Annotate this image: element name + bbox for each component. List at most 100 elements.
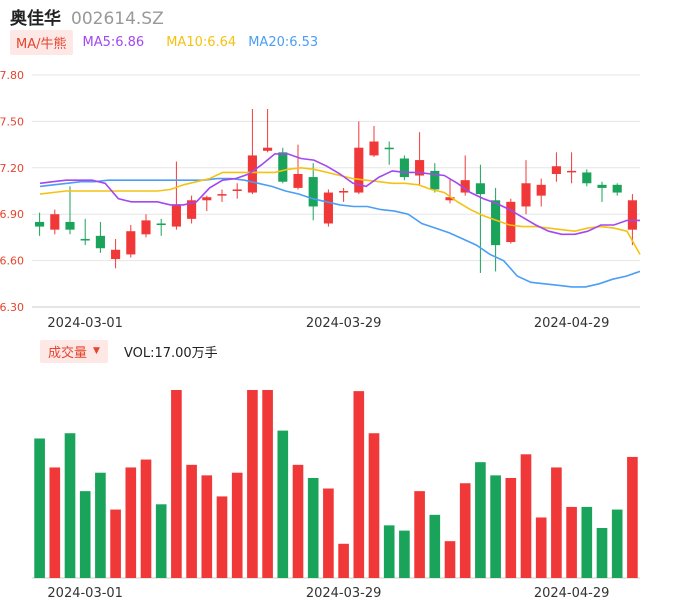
- stock-name: 奥佳华: [10, 9, 61, 29]
- volume-toggle-button[interactable]: 成交量 ▼: [40, 339, 108, 363]
- candle-body: [187, 200, 197, 219]
- y-tick-label: 7.80: [0, 69, 24, 82]
- x-tick-label: 2024-03-29: [306, 586, 382, 601]
- candle-body: [141, 220, 151, 235]
- volume-bar: [95, 472, 106, 578]
- candle-body: [354, 147, 364, 193]
- candle-body: [156, 223, 166, 226]
- candle-body: [80, 238, 90, 241]
- volume-bar: [505, 477, 517, 578]
- candle-body: [521, 183, 531, 207]
- volume-bar: [611, 509, 623, 578]
- volume-bar: [231, 472, 243, 578]
- volume-bar: [429, 514, 441, 578]
- x-tick-label: 2024-03-29: [306, 316, 382, 331]
- volume-bar: [79, 491, 91, 578]
- volume-bar: [627, 456, 638, 578]
- candle-body: [65, 221, 75, 230]
- candle-body: [399, 158, 409, 178]
- candle-body: [50, 214, 60, 230]
- stock-header: 奥佳华 002614.SZ: [10, 4, 164, 29]
- candle-body: [491, 200, 501, 246]
- candle-body: [308, 177, 318, 207]
- volume-bar: [277, 430, 289, 578]
- caret-down-icon: ▼: [93, 346, 100, 356]
- candle-body: [111, 249, 121, 260]
- x-tick-label: 2024-03-01: [47, 586, 123, 601]
- x-tick-label: 2024-03-01: [47, 316, 123, 331]
- candle-body: [95, 235, 105, 249]
- candle-body: [247, 155, 257, 193]
- candle-body: [263, 147, 273, 151]
- candle-body: [567, 170, 577, 173]
- candle-body: [384, 147, 394, 150]
- volume-bar: [535, 517, 547, 578]
- volume-toggle-label: 成交量: [48, 345, 88, 361]
- candle-body: [582, 172, 592, 184]
- candle-body: [293, 173, 303, 188]
- candle-body: [323, 192, 333, 224]
- x-tick-label: 2024-04-29: [534, 586, 610, 601]
- candle-body: [217, 194, 227, 196]
- volume-bar: [596, 527, 608, 578]
- ma10-value: MA10:6.64: [166, 34, 237, 50]
- candle-body: [202, 197, 212, 201]
- volume-bar: [155, 504, 167, 578]
- volume-bar: [140, 459, 152, 578]
- candle-body: [445, 197, 455, 201]
- candle-body: [597, 184, 607, 188]
- volume-bar: [34, 438, 45, 578]
- candle-body: [627, 200, 637, 230]
- ma-toggle-button[interactable]: MA/牛熊: [10, 29, 73, 55]
- candle-body: [339, 191, 349, 193]
- volume-bar: [292, 464, 304, 578]
- candle-body: [536, 184, 546, 196]
- candle-body: [126, 231, 136, 255]
- volume-bar: [262, 390, 273, 578]
- volume-bar: [125, 467, 137, 578]
- volume-bar: [247, 390, 258, 578]
- volume-bar: [353, 391, 365, 578]
- volume-bar: [399, 530, 410, 578]
- volume-bar: [459, 483, 471, 578]
- volume-bar: [581, 506, 593, 578]
- candle-body: [430, 170, 440, 190]
- volume-bar: [201, 475, 213, 578]
- y-tick-label: 6.90: [0, 208, 24, 221]
- candle-body: [35, 221, 45, 227]
- volume-bar: [520, 454, 532, 578]
- x-tick-label: 2024-04-29: [534, 316, 610, 331]
- volume-bar: [490, 475, 501, 578]
- y-tick-label: 6.60: [0, 255, 24, 268]
- volume-bar: [186, 464, 197, 578]
- volume-bar: [475, 462, 486, 578]
- candle-body: [475, 183, 485, 195]
- volume-bar: [110, 509, 121, 578]
- ma20-value: MA20:6.53: [248, 34, 319, 50]
- volume-value: VOL:17.00万手: [123, 345, 218, 361]
- ma5-line: [39, 153, 640, 236]
- candle-body: [506, 201, 516, 243]
- volume-bar: [216, 496, 228, 578]
- volume-bar: [171, 390, 182, 578]
- volume-bar: [338, 543, 349, 578]
- volume-bar: [566, 506, 577, 578]
- candle-body: [460, 180, 470, 193]
- candle-body: [415, 160, 425, 176]
- candle-body: [232, 189, 242, 191]
- volume-bar: [383, 525, 395, 578]
- candle-body: [369, 141, 379, 156]
- ma-legend: MA/牛熊 MA5:6.86 MA10:6.64 MA20:6.53: [10, 29, 319, 55]
- y-tick-label: 7.20: [0, 162, 24, 175]
- volume-legend: 成交量 ▼ VOL:17.00万手: [40, 339, 218, 363]
- volume-bar: [551, 467, 562, 578]
- candle-body: [551, 166, 561, 174]
- volume-bar: [323, 488, 334, 578]
- volume-bar: [414, 491, 425, 578]
- volume-bar: [49, 467, 61, 578]
- stock-code: 002614.SZ: [71, 9, 164, 29]
- candle-body: [171, 204, 181, 227]
- candle-body: [612, 184, 622, 193]
- ma20-line: [39, 177, 641, 288]
